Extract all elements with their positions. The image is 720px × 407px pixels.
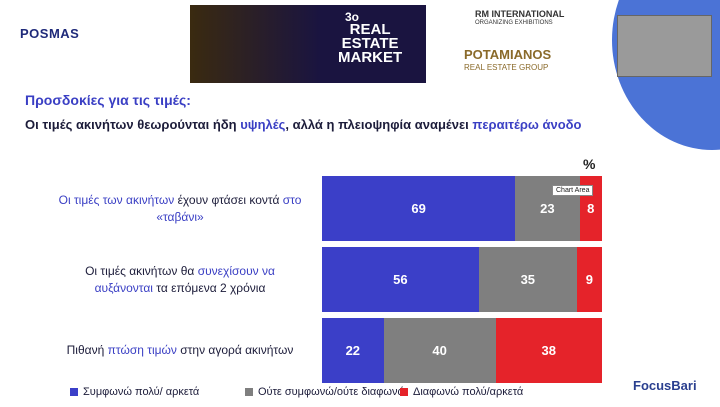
legend-label: Ούτε συμφωνώ/ούτε διαφωνώ	[258, 386, 407, 398]
category-label: Οι τιμές των ακινήτων έχουν φτάσει κοντά…	[55, 176, 305, 241]
highlight-text: περαιτέρω άνοδο	[472, 117, 582, 132]
value-label: 40	[432, 343, 447, 358]
plot-area: 69 23 8 56 35 9 22 40 38	[322, 176, 602, 383]
unit-label: %	[583, 156, 596, 172]
market-word: ESTATE	[341, 35, 399, 52]
tooltip: Chart Area	[552, 185, 594, 196]
legend-swatch	[400, 388, 408, 397]
potamianos-name: POTAMIANOS	[464, 47, 552, 62]
value-label: 69	[411, 201, 426, 216]
category-text: Πιθανή πτώση τιμών στην αγορά ακινήτων	[67, 342, 294, 359]
legend-swatch	[245, 388, 253, 397]
text-part: Πιθανή	[66, 343, 108, 357]
highlight-text: στο «ταβάνι»	[156, 192, 302, 224]
legend-item: Διαφωνώ πολύ/αρκετά	[400, 386, 523, 398]
legend-item: Ούτε συμφωνώ/ούτε διαφωνώ	[245, 386, 406, 398]
bar-segment: 56	[322, 247, 479, 312]
posmas-logo: POSMAS	[20, 26, 80, 41]
category-text: Οι τιμές των ακινήτων έχουν φτάσει κοντά…	[55, 192, 305, 226]
focus-logo: FocusBari	[633, 378, 697, 393]
text-part: Οι τιμές ακινήτων θεωρούνται ήδη	[25, 117, 241, 132]
bar-segment: 22	[322, 318, 384, 383]
market-word: REAL	[349, 21, 391, 38]
text-part: τα επόμενα 2 χρόνια	[152, 280, 266, 295]
chart-subtitle: Οι τιμές ακινήτων θεωρούνται ήδη υψηλές,…	[25, 117, 581, 132]
value-label: 35	[520, 272, 536, 287]
potamianos-logo: POTAMIANOS REAL ESTATE GROUP	[464, 48, 604, 74]
market-number: 3ο	[345, 10, 360, 24]
text-part: στην αγορά ακινήτων	[176, 343, 294, 357]
market-logo: 3ο REAL ESTATE MARKET	[190, 5, 426, 83]
market-name: REAL ESTATE MARKET	[338, 21, 403, 66]
potamianos-sub: REAL ESTATE GROUP	[464, 63, 549, 72]
bar-segment: 35	[478, 247, 577, 312]
legend-swatch	[70, 388, 78, 397]
value-label: 56	[393, 272, 408, 287]
text-part: έχουν φτάσει κοντά	[174, 192, 283, 207]
rm-sub: ORGANIZING EXHIBITIONS	[475, 20, 553, 26]
highlight-text: συνεχίσουν να αυξάνονται	[94, 263, 275, 295]
bar-segment: 9	[576, 247, 602, 312]
highlight-text: Οι τιμές των ακινήτων	[58, 192, 175, 207]
rm-name: RM INTERNATIONAL	[475, 9, 565, 19]
highlight-text: πτώση τιμών	[107, 343, 177, 357]
building-photo	[617, 15, 712, 77]
legend-label: Διαφωνώ πολύ/αρκετά	[413, 386, 524, 398]
value-label: 23	[540, 201, 555, 216]
rm-logo: RM INTERNATIONAL ORGANIZING EXHIBITIONS	[475, 10, 564, 28]
value-label: 22	[345, 343, 361, 358]
chart-title: Προσδοκίες για τις τιμές:	[25, 92, 191, 108]
highlight-text: υψηλές	[240, 117, 286, 132]
bar-segment: 69	[322, 176, 516, 241]
text-part: , αλλά η πλειοψηφία αναμένει	[285, 117, 473, 132]
value-label: 8	[587, 201, 595, 216]
bar-segment: 38	[495, 318, 602, 383]
value-label: 38	[541, 343, 557, 358]
legend-item: Συμφωνώ πολύ/ αρκετά	[70, 386, 199, 398]
category-label: Οι τιμές ακινήτων θα συνεχίσουν να αυξάν…	[55, 247, 305, 312]
text-part: Οι τιμές ακινήτων θα	[85, 263, 198, 278]
value-label: 9	[585, 272, 593, 287]
bar-segment: 40	[383, 318, 496, 383]
legend-label: Συμφωνώ πολύ/ αρκετά	[83, 386, 200, 398]
category-label: Πιθανή πτώση τιμών στην αγορά ακινήτων	[55, 318, 305, 383]
market-word: MARKET	[338, 49, 403, 66]
category-text: Οι τιμές ακινήτων θα συνεχίσουν να αυξάν…	[55, 263, 305, 297]
